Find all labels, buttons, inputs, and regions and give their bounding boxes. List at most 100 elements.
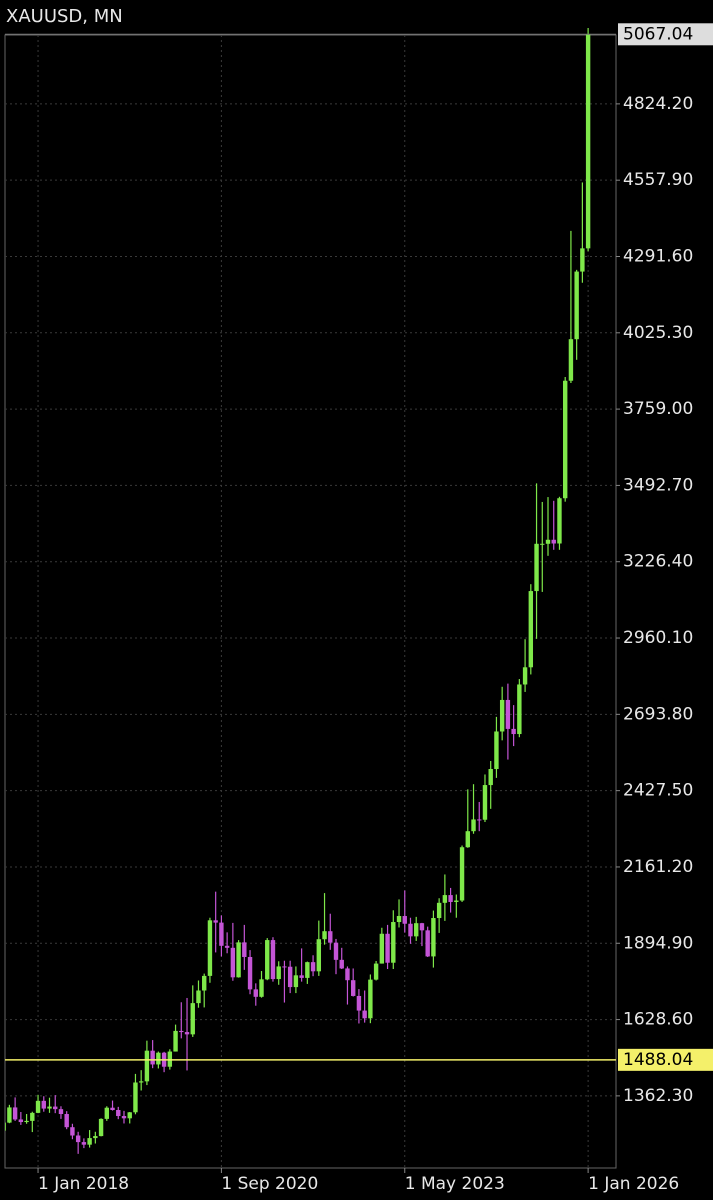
candle-body (173, 1030, 178, 1052)
candle-body (259, 979, 264, 997)
candle-body (408, 923, 413, 937)
candle-body (511, 728, 516, 735)
y-tick-label: 4025.30 (623, 323, 693, 343)
candle-body (373, 963, 379, 980)
candle-body (471, 819, 476, 832)
candle-body (202, 975, 207, 991)
y-tick-label: 3492.70 (623, 475, 693, 495)
candle-body (127, 1112, 132, 1119)
x-tick-label: 1 May 2023 (405, 1174, 505, 1194)
candle-body (385, 933, 390, 963)
candle-body (64, 1114, 69, 1128)
y-tick-label: 2427.50 (623, 781, 693, 801)
candle-body (368, 979, 373, 1019)
candle-body (116, 1110, 121, 1117)
candle-body (24, 1120, 29, 1123)
candle-body (7, 1107, 12, 1123)
candle-body (179, 1030, 184, 1033)
candle-body (5, 1122, 6, 1131)
candle-body (580, 248, 585, 272)
y-tick-label: 2693.80 (623, 704, 693, 724)
y-tick-label: 1628.60 (623, 1010, 693, 1030)
candle-body (528, 591, 534, 668)
x-tick-label: 1 Jan 2026 (588, 1174, 679, 1194)
candle-body (110, 1107, 115, 1111)
candle-body (121, 1116, 127, 1119)
candle-body (517, 684, 522, 735)
candle-body (30, 1112, 35, 1121)
candle-body (207, 920, 213, 976)
candle-body (293, 975, 299, 988)
candle-body (310, 962, 316, 972)
candle-body (247, 956, 253, 990)
candle-body (98, 1118, 104, 1137)
candle-body (75, 1135, 81, 1143)
candle-body (402, 916, 407, 924)
candle-body (419, 923, 425, 931)
candle-body (299, 975, 304, 978)
candle-body (276, 966, 281, 980)
chart-title: XAUUSD, MN (6, 6, 123, 27)
candle-body (196, 990, 201, 1004)
candle-body (522, 667, 528, 685)
y-tick-label: 2960.10 (623, 628, 693, 648)
candle-body (477, 819, 482, 821)
y-tick-label: 2161.20 (623, 857, 693, 877)
candle-body (494, 731, 499, 770)
candle-body (350, 980, 356, 996)
y-tick-label: 3226.40 (623, 552, 693, 572)
candle-body (138, 1081, 144, 1083)
candle-body (436, 902, 442, 919)
y-tick-label: 4824.20 (623, 94, 693, 114)
candle-body (41, 1100, 46, 1109)
candle-body (431, 918, 436, 957)
candle-body (499, 699, 505, 732)
candle-body (379, 933, 385, 964)
candle-body (12, 1107, 18, 1120)
candle-body (265, 940, 270, 980)
candle-body (47, 1106, 52, 1109)
candle-body (568, 339, 574, 381)
candle-body (414, 923, 419, 937)
candle-body (534, 543, 539, 592)
candle-body (448, 895, 453, 902)
candle-body (562, 380, 568, 499)
candle-body (35, 1100, 41, 1113)
candle-body (18, 1119, 24, 1123)
candle-body (236, 942, 241, 978)
candle-body (339, 959, 344, 969)
price-level-tag (618, 1048, 713, 1071)
candle-body (230, 947, 236, 978)
candle-body (305, 962, 310, 978)
candle-body (345, 968, 350, 981)
candle-body (333, 942, 339, 960)
candle-body (459, 847, 465, 901)
candle-body (425, 930, 430, 957)
candle-body (190, 1003, 195, 1035)
candle-body (81, 1142, 87, 1145)
candle-body (482, 785, 488, 820)
plot-frame (4, 34, 617, 1169)
candle-body (53, 1106, 58, 1110)
candle-body (396, 916, 402, 923)
x-tick-label: 1 Sep 2020 (221, 1174, 318, 1194)
candle-body (156, 1052, 161, 1065)
candle-body (442, 895, 448, 903)
candle-body (287, 966, 293, 988)
x-tick-label: 1 Jan 2018 (38, 1174, 129, 1194)
candle-body (322, 931, 327, 940)
candle-body (184, 1032, 190, 1035)
candle-body (58, 1109, 64, 1115)
y-tick-label: 1362.30 (623, 1086, 693, 1106)
candle-body (133, 1082, 138, 1113)
candle-body (328, 931, 333, 943)
y-tick-label: 4557.90 (623, 170, 693, 190)
y-tick-label: 1894.90 (623, 933, 693, 953)
candle-body (70, 1127, 75, 1136)
candle-body (144, 1050, 150, 1082)
candle-body (574, 271, 579, 340)
candle-body (253, 989, 258, 997)
y-tick-label: 3759.00 (623, 399, 693, 419)
candle-body (454, 900, 459, 902)
